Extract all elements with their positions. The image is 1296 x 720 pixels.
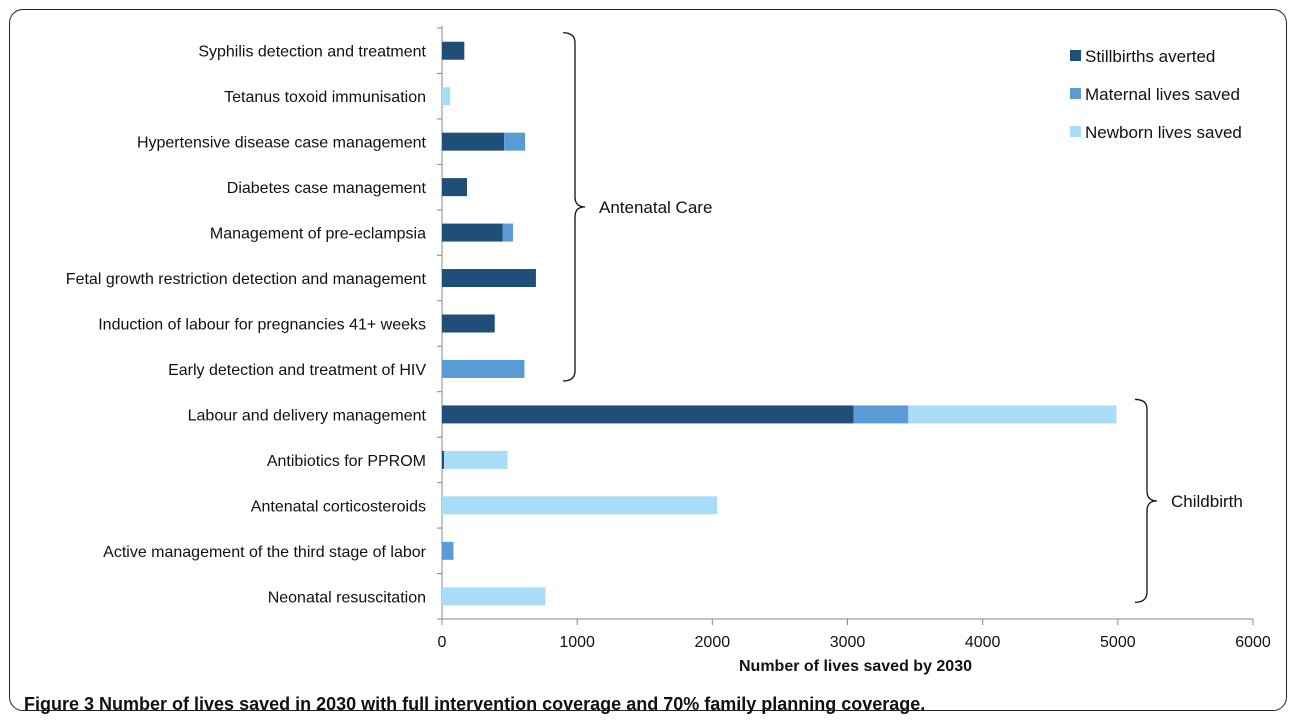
bar-segment	[853, 405, 909, 424]
x-tick-label: 4000	[965, 634, 1001, 651]
antenatal-care-group-brace	[562, 32, 586, 382]
category-label: Neonatal resuscitation	[268, 589, 426, 606]
bar-segment	[908, 405, 1117, 424]
bar-segment	[442, 178, 468, 197]
bar-segment	[442, 41, 465, 60]
bar-segment	[442, 496, 718, 515]
bar-segment	[442, 405, 854, 424]
category-label: Labour and delivery management	[188, 407, 427, 424]
bar-segment	[442, 450, 445, 469]
antenatal-care-group-label: Antenatal Care	[599, 198, 712, 217]
chart: 0 1000 2000 3000 4000 5000 6000 Number of lives…	[66, 26, 1271, 675]
category-label: Fetal growth restriction detection and m…	[66, 271, 427, 288]
childbirth-group-label: Childbirth	[1171, 492, 1243, 511]
x-tick-label: 3000	[830, 634, 866, 651]
x-tick-label: 6000	[1235, 634, 1271, 651]
bar-segment	[442, 132, 505, 151]
figure-caption: Figure 3 Number of lives saved in 2030 w…	[24, 694, 925, 715]
bar-segment	[442, 314, 495, 333]
legend-swatch	[1070, 126, 1081, 137]
figure-caption-text: Number of lives saved in 2030 with full …	[99, 694, 926, 714]
x-tick-label: 1000	[559, 634, 595, 651]
bar-segment	[504, 132, 526, 151]
figure-label: Figure 3	[24, 694, 95, 714]
category-label: Diabetes case management	[227, 180, 427, 197]
bar-segment	[442, 587, 546, 606]
category-label: Antibiotics for PPROM	[267, 453, 426, 470]
bar-segment	[502, 223, 513, 242]
category-label: Active management of the third stage of …	[103, 544, 427, 561]
bar-segment	[442, 359, 525, 378]
bar-segment	[442, 87, 451, 106]
bar-segment	[442, 223, 503, 242]
legend-label: Stillbirths averted	[1085, 47, 1215, 66]
category-label: Early detection and treatment of HIV	[168, 362, 426, 379]
x-tick-label: 0	[438, 634, 447, 651]
x-axis-title: Number of lives saved by 2030	[739, 658, 972, 675]
childbirth-group-brace	[1134, 398, 1158, 603]
category-label: Syphilis detection and treatment	[198, 44, 426, 61]
bar-segment	[444, 450, 508, 469]
bar-segment	[442, 541, 454, 560]
category-label: Tetanus toxoid immunisation	[224, 89, 426, 106]
x-tick-label: 5000	[1100, 634, 1136, 651]
category-label: Hypertensive disease case management	[137, 135, 427, 152]
bar-segment	[442, 269, 536, 288]
legend-swatch	[1070, 50, 1081, 61]
legend-label: Newborn lives saved	[1085, 123, 1242, 142]
category-label: Management of pre-eclampsia	[210, 226, 426, 243]
x-tick-label: 2000	[695, 634, 731, 651]
legend-swatch	[1070, 88, 1081, 99]
category-label: Induction of labour for pregnancies 41+ …	[98, 317, 426, 334]
legend-label: Maternal lives saved	[1085, 85, 1240, 104]
category-label: Antenatal corticosteroids	[251, 498, 426, 515]
